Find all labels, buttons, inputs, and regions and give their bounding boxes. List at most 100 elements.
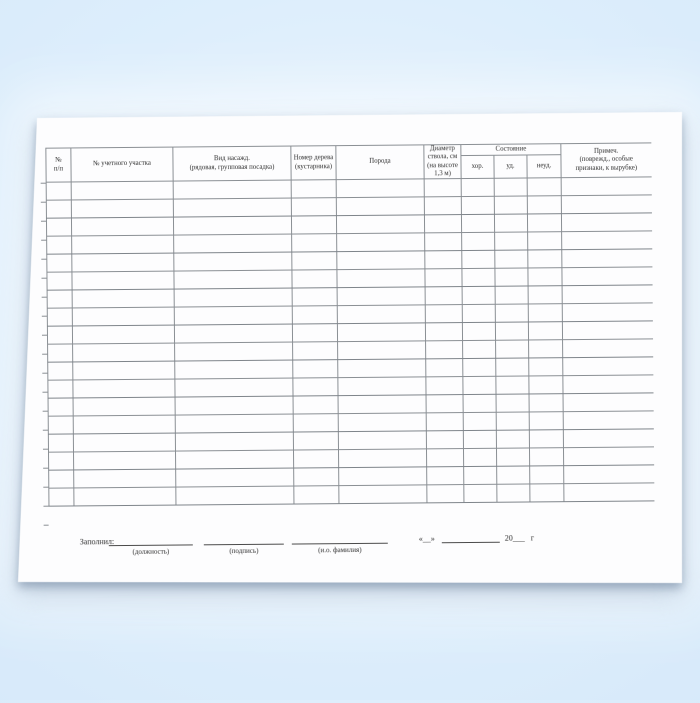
empty-cell-tree-number: [292, 377, 339, 397]
empty-cell-species: [337, 287, 426, 306]
empty-cell-condition-poor: [529, 429, 564, 449]
empty-cell-tree-number: [291, 197, 337, 217]
empty-cell-tree-number: [292, 341, 338, 361]
empty-cell-condition-fair: [496, 394, 530, 413]
empty-cell-plot-number: [71, 271, 175, 291]
empty-cell-plot-number: [71, 235, 174, 255]
empty-cell-condition-poor: [527, 231, 562, 251]
empty-cell-notes: [563, 447, 654, 466]
col-header-trunk-diameter: Диаметр ствола, см (на высоте 1,3 м): [423, 144, 462, 180]
empty-cell-plot-number: [71, 199, 174, 219]
empty-cell-row-number: [48, 416, 74, 435]
empty-cell-planting-type: [173, 180, 292, 200]
empty-cell-plot-number: [73, 451, 176, 471]
empty-cell-row-number: [47, 308, 73, 327]
empty-cell-row-number: [47, 362, 73, 381]
table-header: № п/п № учетного участка Вид насажд. (рядова…: [45, 142, 652, 183]
empty-cell-trunk-diameter: [426, 484, 464, 503]
empty-cell-row-number: [46, 236, 72, 255]
empty-cell-planting-type: [175, 396, 294, 416]
empty-cell-plot-number: [72, 379, 176, 399]
col-group-header-condition: Состояние: [460, 143, 561, 156]
empty-cell-plot-number: [72, 361, 175, 381]
empty-cell-planting-type: [175, 468, 294, 488]
col-header-condition-poor: неуд.: [526, 155, 562, 179]
empty-cell-notes: [562, 321, 653, 340]
empty-cell-species: [336, 179, 425, 198]
empty-cell-species: [336, 269, 426, 288]
empty-cell-condition-poor: [528, 303, 563, 323]
empty-cell-condition-fair: [494, 250, 528, 269]
empty-cell-row-number: [46, 218, 72, 237]
form-footer: Заполнил: (должность) (подпись) (и.о. фа…: [49, 529, 609, 560]
empty-cell-condition-fair: [495, 304, 529, 323]
empty-cell-plot-number: [72, 307, 175, 327]
empty-cell-trunk-diameter: [425, 358, 463, 377]
empty-cell-condition-fair: [495, 340, 529, 359]
empty-cell-planting-type: [173, 216, 292, 236]
empty-cell-condition-poor: [529, 411, 564, 431]
empty-cell-trunk-diameter: [424, 232, 462, 252]
empty-cell-condition-poor: [529, 483, 564, 503]
empty-cell-planting-type: [173, 252, 292, 272]
empty-cell-condition-poor: [527, 267, 563, 287]
empty-cell-tree-number: [292, 287, 338, 307]
empty-cell-trunk-diameter: [426, 430, 464, 449]
empty-cell-trunk-diameter: [426, 466, 464, 485]
table-body: [46, 177, 654, 507]
empty-cell-condition-good: [462, 286, 496, 305]
empty-cell-plot-number: [73, 487, 176, 507]
empty-cell-notes: [563, 465, 654, 484]
empty-cell-trunk-diameter: [425, 304, 463, 324]
name-label: (и.о. фамилия): [318, 545, 362, 555]
empty-cell-planting-type: [173, 234, 292, 254]
empty-cell-condition-good: [461, 268, 496, 287]
empty-cell-trunk-diameter: [424, 178, 462, 198]
empty-cell-plot-number: [72, 325, 175, 345]
empty-cell-condition-fair: [496, 484, 530, 503]
empty-cell-row-number: [48, 452, 74, 471]
date-year-label: 20___: [504, 533, 525, 543]
empty-cell-row-number: [47, 380, 74, 399]
empty-cell-condition-fair: [495, 376, 530, 395]
empty-cell-trunk-diameter: [426, 412, 464, 431]
empty-cell-condition-good: [462, 358, 496, 377]
empty-cell-condition-poor: [527, 177, 562, 197]
empty-cell-condition-good: [461, 250, 495, 269]
empty-cell-plot-number: [71, 253, 174, 273]
empty-cell-trunk-diameter: [426, 448, 464, 467]
empty-cell-notes: [562, 375, 654, 394]
empty-cell-planting-type: [174, 360, 293, 380]
empty-cell-tree-number: [291, 179, 337, 199]
empty-cell-row-number: [48, 434, 74, 453]
empty-cell-planting-type: [173, 270, 293, 290]
empty-cell-trunk-diameter: [425, 322, 463, 342]
empty-cell-notes: [563, 483, 654, 502]
position-blank-line: [108, 532, 193, 547]
col-header-tree-number: Номер дерева (кустарника): [290, 145, 337, 181]
empty-cell-notes: [561, 195, 652, 214]
empty-cell-condition-fair: [496, 412, 530, 431]
position-label: (должность): [132, 547, 170, 556]
empty-cell-species: [337, 305, 426, 324]
empty-cell-species: [338, 484, 427, 504]
empty-cell-condition-fair: [494, 232, 528, 251]
empty-cell-condition-good: [462, 376, 497, 395]
empty-cell-notes: [561, 267, 653, 286]
empty-cell-row-number: [47, 344, 73, 363]
empty-cell-species: [336, 251, 425, 270]
empty-cell-row-number: [46, 182, 72, 201]
empty-cell-tree-number: [291, 251, 337, 271]
empty-cell-row-number: [48, 398, 74, 417]
empty-cell-notes: [562, 339, 653, 358]
empty-cell-condition-good: [462, 322, 496, 341]
empty-cell-notes: [561, 177, 652, 196]
empty-cell-condition-poor: [529, 465, 564, 485]
empty-cell-planting-type: [174, 306, 293, 326]
empty-cell-condition-good: [463, 466, 497, 485]
empty-cell-notes: [562, 303, 653, 322]
empty-cell-trunk-diameter: [424, 268, 463, 288]
empty-cell-condition-fair: [494, 196, 528, 215]
